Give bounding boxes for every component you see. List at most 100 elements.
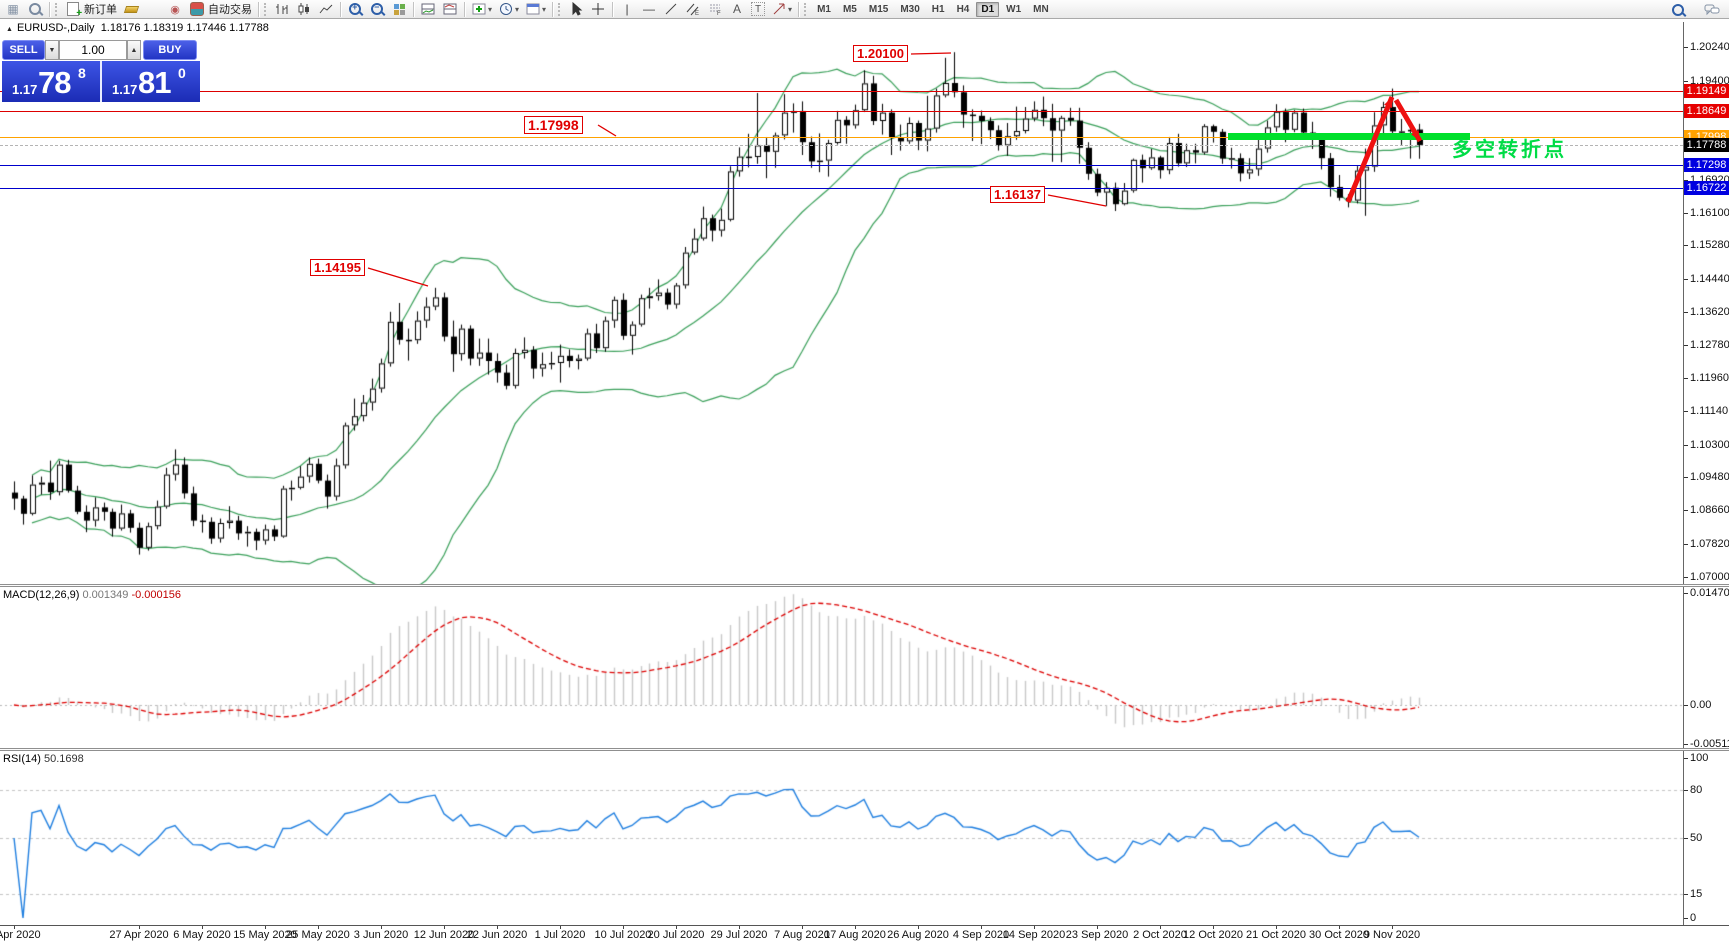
date-tick [1160, 925, 1161, 929]
price-callout-1.16137[interactable]: 1.16137 [990, 186, 1045, 203]
panel-separator[interactable] [0, 749, 1729, 750]
panel-separator[interactable] [0, 750, 1729, 751]
crosshair-icon[interactable] [587, 1, 609, 18]
date-label: 17 Aug 2020 [824, 929, 886, 941]
zoom-out-icon[interactable]: − [366, 1, 388, 18]
chart-ohlc-values: 1.18176 1.18319 1.17446 1.17788 [100, 22, 269, 34]
one-click-trading-panel: SELL ▼ 1.00 ▲ BUY 1.17 78 8 1.17 81 0 [2, 40, 200, 102]
volume-increase-button[interactable]: ▲ [127, 40, 141, 60]
timeframe-w1-button[interactable]: W1 [1006, 3, 1022, 15]
panel-separator[interactable] [0, 586, 1729, 587]
horizontal-line-1.17998[interactable] [0, 137, 1683, 138]
toolbar-grip [804, 2, 809, 16]
date-label: 2 Oct 2020 [1133, 929, 1187, 941]
rsi-tick [1684, 790, 1688, 791]
price-tick-label: 1.08660 [1690, 504, 1729, 516]
chart-window-icon[interactable]: ▦ [7, 2, 19, 16]
horizontal-line-1.17298[interactable] [0, 165, 1683, 166]
search-icon[interactable] [1667, 1, 1689, 18]
shapes-icon[interactable]: ▾ [768, 1, 795, 18]
rsi-tick [1684, 758, 1688, 759]
toolbar-grip [558, 2, 563, 16]
timeframe-m5-button[interactable]: M5 [842, 3, 857, 15]
new-order-button[interactable]: + 新订单 [62, 1, 120, 19]
price-callout-1.17998[interactable]: 1.17998 [524, 116, 583, 134]
timeframe-mn-button[interactable]: MN [1033, 3, 1049, 15]
bar-chart-icon[interactable] [271, 1, 293, 18]
price-tick [1684, 47, 1688, 48]
label-icon[interactable]: T [748, 1, 768, 18]
horizontal-line-1.19149[interactable] [0, 91, 1683, 92]
timeframe-m15-button[interactable]: M15 [868, 3, 889, 15]
price-tick-label: 1.09480 [1690, 471, 1729, 483]
signals-icon[interactable]: ◉ [170, 3, 180, 16]
price-axis-line [1683, 22, 1684, 925]
macd-tick-label: 0.00 [1690, 699, 1712, 711]
date-tick [1213, 925, 1214, 929]
text-icon[interactable]: A [733, 2, 742, 16]
horizontal-line-icon[interactable]: — [643, 2, 656, 16]
indicator-window-icon[interactable] [417, 1, 439, 18]
date-label: 12 Oct 2020 [1183, 929, 1243, 941]
date-label: 29 Jul 2020 [710, 929, 768, 941]
cursor-icon[interactable] [565, 1, 587, 18]
turning-point-annotation[interactable]: 多空转折点 [1452, 139, 1567, 161]
date-tick [139, 925, 140, 929]
trendline-icon[interactable] [660, 1, 682, 18]
volume-decrease-button[interactable]: ▼ [45, 40, 59, 60]
callout-connector-0 [910, 52, 952, 55]
preview-icon[interactable] [24, 1, 46, 18]
rsi-tick-label: 0 [1690, 912, 1697, 924]
line-chart-icon[interactable] [315, 1, 337, 18]
period-clock-icon[interactable]: ▾ [495, 1, 522, 18]
fibonacci-icon[interactable]: F [704, 1, 726, 18]
candlestick-chart-icon[interactable] [293, 1, 315, 18]
horizontal-line-1.18649[interactable] [0, 111, 1683, 112]
zoom-in-icon[interactable]: + [344, 1, 366, 18]
date-label: 20 Jul 2020 [647, 929, 705, 941]
add-indicator-icon[interactable]: ▾ [468, 1, 495, 18]
timeframe-h1-button[interactable]: H1 [931, 3, 945, 15]
buy-price-prefix: 1.17 [112, 82, 138, 97]
chat-icon[interactable] [1701, 1, 1723, 18]
price-callout-1.14195[interactable]: 1.14195 [310, 259, 365, 276]
date-tick [1097, 925, 1098, 929]
macd-signal-value: -0.000156 [131, 589, 181, 601]
timeframe-d1-button[interactable]: D1 [976, 1, 1000, 17]
rsi-canvas[interactable] [0, 752, 1683, 923]
date-label: 4 Sep 2020 [952, 929, 1010, 941]
price-tick [1684, 180, 1688, 181]
buy-button[interactable]: BUY [143, 40, 197, 60]
panel-separator[interactable] [0, 584, 1729, 585]
chevron-down-icon: ▾ [542, 4, 547, 14]
vertical-line-icon[interactable]: | [625, 2, 629, 16]
horizontal-line-1.16722[interactable] [0, 188, 1683, 189]
indicator-list-icon[interactable] [439, 1, 461, 18]
callout-connector-2 [1047, 194, 1107, 207]
panel-separator[interactable] [0, 585, 1729, 586]
chevron-down-icon: ▾ [488, 4, 493, 14]
toolbar-separator [413, 1, 414, 17]
buy-price[interactable]: 1.17 81 0 [100, 61, 200, 102]
date-tick [1276, 925, 1277, 929]
chevron-down-icon: ▾ [788, 4, 793, 14]
support-level-segment[interactable] [1228, 133, 1470, 140]
panel-separator[interactable] [0, 925, 1729, 926]
tile-windows-icon[interactable] [388, 1, 410, 18]
volume-input[interactable]: 1.00 [59, 40, 127, 60]
macd-canvas[interactable] [0, 588, 1683, 746]
auto-trading-button[interactable]: 自动交易 [186, 1, 255, 18]
sell-price[interactable]: 1.17 78 8 [2, 61, 100, 102]
panel-separator[interactable] [0, 748, 1729, 749]
timeframe-h4-button[interactable]: H4 [956, 3, 970, 15]
channel-icon[interactable]: E [682, 1, 704, 18]
date-tick [14, 925, 15, 929]
template-icon[interactable]: ▾ [522, 1, 549, 18]
price-callout-1.20100[interactable]: 1.20100 [853, 45, 908, 62]
macd-label: MACD(12,26,9) 0.001349 -0.000156 [3, 589, 181, 601]
timeframe-m30-button[interactable]: M30 [900, 3, 920, 15]
date-label: 6 May 2020 [173, 929, 231, 941]
timeframe-m1-button[interactable]: M1 [817, 3, 831, 15]
up-arrowhead-icon [1384, 97, 1393, 108]
sell-button[interactable]: SELL [2, 40, 45, 60]
